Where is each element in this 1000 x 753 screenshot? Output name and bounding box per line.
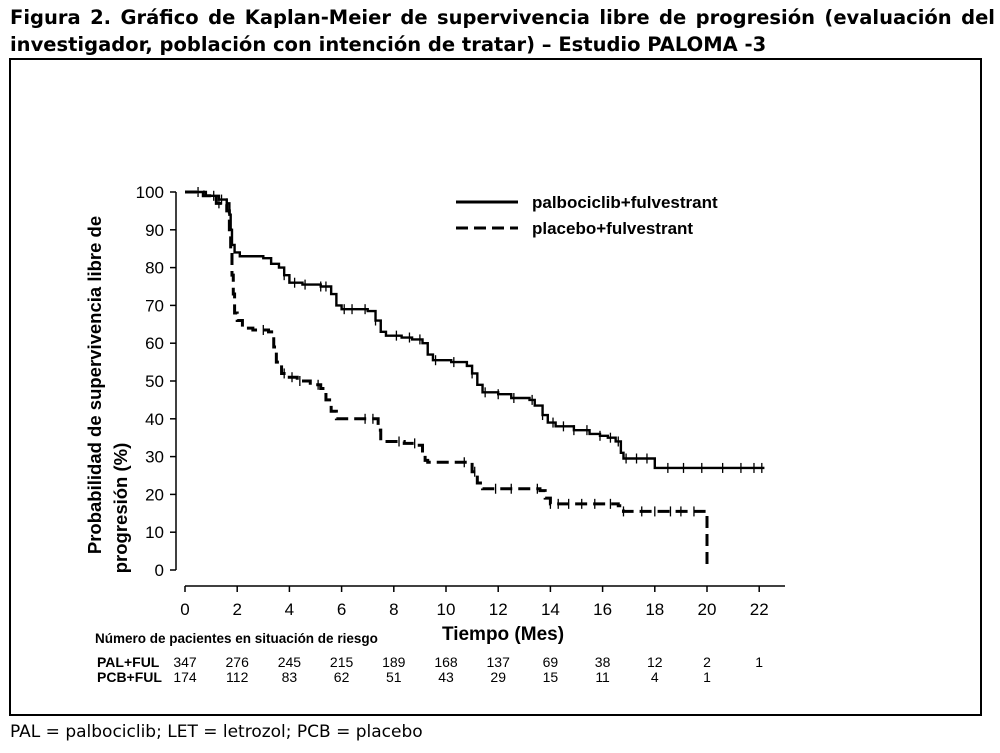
y-axis-label-line2: progresión (%)	[110, 443, 131, 574]
x-tick-label: 6	[337, 600, 346, 619]
risk-count: 245	[278, 654, 302, 670]
risk-count: 112	[226, 669, 249, 685]
risk-count: 174	[173, 669, 197, 685]
y-axis-label: Probabilidad de supervivencia libre de	[84, 216, 105, 554]
y-tick-label: 90	[145, 221, 164, 240]
series-line-placebo	[185, 190, 709, 570]
risk-count: 276	[226, 654, 250, 670]
risk-row-label: PCB+FUL	[97, 669, 162, 685]
risk-count: 168	[434, 654, 458, 670]
x-tick-label: 14	[541, 600, 560, 619]
risk-count: 347	[173, 654, 197, 670]
risk-count: 2	[703, 654, 711, 670]
risk-count: 215	[330, 654, 354, 670]
footnote: PAL = palbociclib; LET = letrozol; PCB =…	[10, 722, 423, 742]
x-tick-label: 16	[593, 600, 612, 619]
y-tick-label: 30	[145, 448, 164, 467]
risk-count: 1	[703, 669, 711, 685]
x-tick-label: 22	[750, 600, 769, 619]
curves	[185, 187, 765, 570]
risk-count: 29	[490, 669, 506, 685]
x-tick-label: 0	[180, 600, 189, 619]
risk-count: 189	[382, 654, 406, 670]
x-tick-label: 20	[698, 600, 717, 619]
risk-count: 15	[543, 669, 559, 685]
risk-count: 12	[647, 654, 663, 670]
y-tick-label: 60	[145, 334, 164, 353]
y-tick-label: 50	[145, 372, 164, 391]
legend: palbociclib+fulvestrant placebo+fulvestra…	[456, 193, 718, 238]
risk-table: Número de pacientes en situación de ries…	[95, 631, 763, 685]
legend-label-palbociclib: palbociclib+fulvestrant	[532, 193, 718, 212]
x-tick-label: 18	[645, 600, 664, 619]
risk-row-label: PAL+FUL	[97, 654, 160, 670]
x-tick-label: 8	[389, 600, 398, 619]
y-tick-label: 0	[155, 561, 164, 580]
y-tick-label: 10	[145, 523, 164, 542]
risk-table-title: Número de pacientes en situación de ries…	[95, 631, 378, 646]
y-tick-label: 80	[145, 259, 164, 278]
risk-count: 38	[595, 654, 611, 670]
risk-count: 1	[755, 654, 763, 670]
legend-label-placebo: placebo+fulvestrant	[532, 219, 693, 238]
y-tick-label: 100	[136, 183, 164, 202]
x-tick-label: 2	[232, 600, 241, 619]
x-axis-label: Tiempo (Mes)	[442, 624, 564, 645]
axis-labels: Probabilidad de supervivencia libre de pr…	[84, 216, 564, 645]
x-tick-label: 12	[489, 600, 508, 619]
figure-caption: Figura 2. Gráfico de Kaplan-Meier de sup…	[10, 6, 995, 56]
risk-count: 51	[386, 669, 402, 685]
risk-count: 69	[543, 654, 559, 670]
y-tick-label: 20	[145, 485, 164, 504]
y-tick-label: 70	[145, 296, 164, 315]
risk-count: 11	[595, 669, 610, 685]
y-tick-label: 40	[145, 410, 164, 429]
risk-count: 83	[282, 669, 298, 685]
x-tick-label: 10	[437, 600, 456, 619]
risk-count: 4	[651, 669, 659, 685]
chart-frame	[9, 58, 982, 716]
risk-count: 62	[334, 669, 350, 685]
x-tick-label: 4	[285, 600, 294, 619]
risk-count: 137	[487, 654, 511, 670]
axes: 0 10 20 30 40 50 60 70 80 90 100 0 2 4 6 8 10 12 14 16 18 20 2…	[136, 183, 785, 619]
risk-count: 43	[438, 669, 454, 685]
